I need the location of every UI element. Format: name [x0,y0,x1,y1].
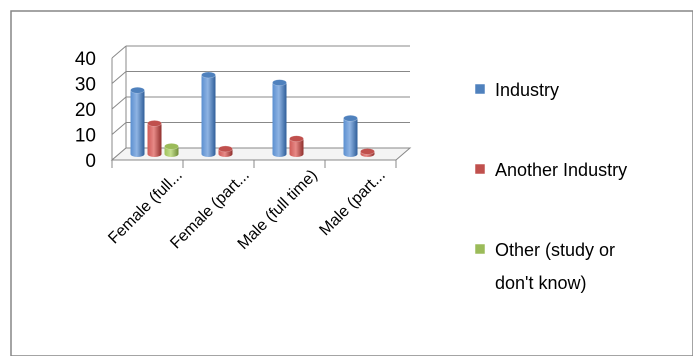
bar-top [147,120,162,127]
bar-body [147,123,162,154]
bar-base [201,151,216,157]
bar-base [343,151,358,157]
legend: Industry Another Industry Other (study or d… [474,80,627,293]
chart-floor [110,147,412,161]
y-tick-label-20: 20 [75,100,96,121]
bar-body [130,90,145,154]
bar-0-3 [343,115,358,157]
legend-label-line-0: Industry [495,80,559,100]
gridline-depth-30 [111,71,127,84]
legend-item-2: Other (study or don't know) [474,240,615,293]
bar-2-0 [164,143,179,157]
bar-base [218,151,233,157]
gridline-depth-10 [111,122,127,135]
bar-top [164,143,179,150]
bar-base [130,151,145,157]
bar-body [201,74,216,154]
bar-0-1 [201,71,216,157]
legend-label-line-0: Other (study or [495,240,615,260]
gridline-depth-40 [111,45,127,59]
bar-top [272,79,287,86]
bar-body [343,118,358,154]
y-tick-label-10: 10 [75,126,96,147]
bar-1-1 [218,145,233,157]
gridline-depth-20 [111,96,127,110]
bar-1-2 [289,135,304,157]
y-tick-label-0: 0 [85,151,96,172]
bar-base [272,151,287,157]
y-tick-label-30: 30 [75,75,96,96]
bar-base [164,151,179,157]
bar-base [289,151,304,157]
bar-top [360,148,375,155]
bar-0-2 [272,79,287,157]
bar-body [164,146,179,154]
outer-border [10,10,693,356]
bar-top [218,145,233,153]
bar-body [289,138,304,154]
bar-top [130,86,145,94]
bar-1-3 [360,148,375,157]
legend-item-1: Another Industry [474,160,627,180]
legend-label-line-0: Another Industry [495,160,627,180]
legend-swatch [474,243,486,255]
bar-1-0 [147,120,162,157]
bar-body [272,82,287,154]
legend-swatch [474,163,486,175]
bar-top [289,135,304,142]
legend-item-0: Industry [474,80,559,100]
bar-top [201,71,216,79]
bar-top [343,115,358,122]
legend-label-line-1: don't know) [495,273,587,293]
y-tick-label-40: 40 [75,49,96,70]
bar-0-0 [130,86,145,157]
bar-base [147,151,162,157]
legend-swatch [474,83,486,95]
